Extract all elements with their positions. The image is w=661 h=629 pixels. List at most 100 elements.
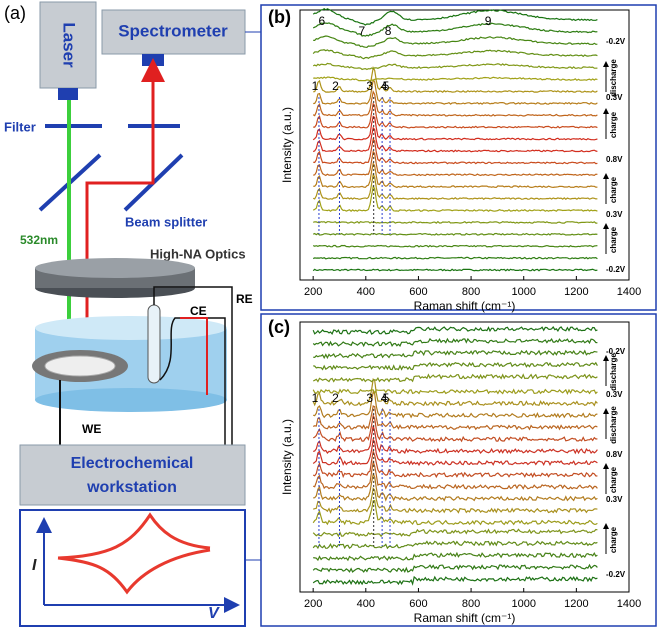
peak-label: 3	[366, 391, 373, 405]
spectrum	[312, 62, 598, 71]
x-tick-label: 1200	[564, 598, 588, 610]
spectrum	[313, 361, 598, 371]
spectrum	[312, 405, 598, 431]
step-label: charge	[609, 176, 618, 203]
y-axis-label: Intensity (a.u.)	[280, 107, 294, 183]
reference-electrode	[147, 304, 161, 384]
spectrometer-label: Spectrometer	[118, 21, 228, 40]
x-tick-label: 800	[462, 286, 480, 298]
cv-curve	[57, 512, 211, 595]
panel-frame	[260, 313, 657, 627]
x-tick-label: 800	[462, 598, 480, 610]
spectrum	[313, 390, 598, 419]
spectrum	[313, 551, 598, 562]
spectrum	[312, 89, 598, 117]
peak-label: 2	[332, 79, 339, 93]
potential-label: 0.8V	[606, 155, 623, 164]
beam-splitter-label: Beam splitter	[125, 214, 207, 229]
potential-label: 0.3V	[606, 210, 623, 219]
potential-label: 0.3V	[606, 390, 623, 399]
re-wire	[153, 286, 233, 445]
spectrum	[312, 373, 598, 383]
workstation-box	[19, 444, 246, 506]
wavelength-label: 532nm	[20, 233, 58, 247]
cell-top	[35, 316, 227, 340]
we-label: WE	[82, 422, 101, 436]
spectrometer-slit	[142, 54, 164, 66]
x-tick-label: 1400	[617, 286, 641, 298]
cv-x-label: V	[208, 605, 220, 622]
x-tick-label: 1400	[617, 598, 641, 610]
re-label: RE	[236, 292, 253, 306]
spectrum	[312, 232, 598, 236]
spectrum	[313, 162, 598, 189]
workstation-label: Electrochemical	[71, 455, 194, 472]
x-tick-label: 1200	[564, 286, 588, 298]
spectrum	[312, 172, 598, 200]
step-label: charge	[609, 226, 618, 253]
laser-head	[58, 88, 78, 100]
step-label: discharge	[609, 59, 618, 97]
spectrum	[312, 540, 598, 550]
spectrum	[312, 499, 598, 526]
spectrum	[312, 115, 598, 141]
peak-label: 4	[381, 79, 388, 93]
peak-label: 2	[332, 391, 339, 405]
cell-bottom	[35, 388, 227, 412]
x-tick-label: 1000	[511, 598, 535, 610]
spectrum	[312, 528, 598, 538]
potential-label: 0.8V	[606, 450, 623, 459]
spectrum	[312, 575, 598, 586]
laser-box	[39, 1, 97, 89]
peak-label: 9	[485, 14, 492, 28]
spectrum	[312, 325, 598, 336]
peak-label: 7	[358, 24, 365, 38]
potential-label: -0.2V	[606, 570, 626, 579]
x-tick-label: 200	[304, 598, 322, 610]
spectrum	[313, 150, 598, 177]
x-tick-label: 400	[357, 598, 375, 610]
spectrum	[313, 102, 598, 129]
spectrum	[313, 78, 598, 105]
panel-label: (b)	[268, 7, 291, 27]
spectrum	[313, 459, 598, 490]
spectrum	[312, 388, 598, 395]
spectrum	[312, 449, 598, 479]
spectrum	[312, 337, 598, 348]
step-label: charge	[609, 111, 618, 138]
peak-label: 4	[381, 391, 388, 405]
spectrum	[313, 487, 598, 514]
optics-label: High-NA Optics	[150, 246, 246, 261]
optics	[35, 258, 195, 278]
potential-label: -0.2V	[606, 37, 626, 46]
peak-label: 1	[312, 79, 319, 93]
step-label: charge	[609, 526, 618, 553]
working-electrode	[44, 355, 116, 377]
spectrum	[312, 49, 598, 60]
laser-label: Laser	[60, 22, 79, 68]
plot-area	[299, 321, 630, 593]
spectrum	[312, 244, 598, 248]
spectrum	[312, 126, 598, 153]
spectrum	[313, 137, 598, 165]
panel-label: (a)	[4, 3, 26, 23]
step-label: discharge	[609, 406, 618, 444]
panel-label: (c)	[268, 317, 290, 337]
spectrum	[313, 425, 598, 455]
spectrum	[312, 7, 598, 26]
spectrum	[312, 437, 598, 467]
peak-label: 3	[366, 79, 373, 93]
spectrum	[313, 349, 598, 360]
spectrum	[313, 66, 598, 93]
cv-box	[19, 509, 246, 627]
ce-label: CE	[190, 304, 207, 318]
spectrum	[313, 220, 598, 224]
workstation-label: workstation	[86, 479, 177, 496]
peak-label: 5	[383, 391, 390, 405]
peak-label: 8	[385, 24, 392, 38]
spectrum	[312, 268, 598, 272]
plot-area	[299, 9, 630, 281]
x-tick-label: 600	[409, 286, 427, 298]
counter-electrode	[180, 317, 208, 395]
